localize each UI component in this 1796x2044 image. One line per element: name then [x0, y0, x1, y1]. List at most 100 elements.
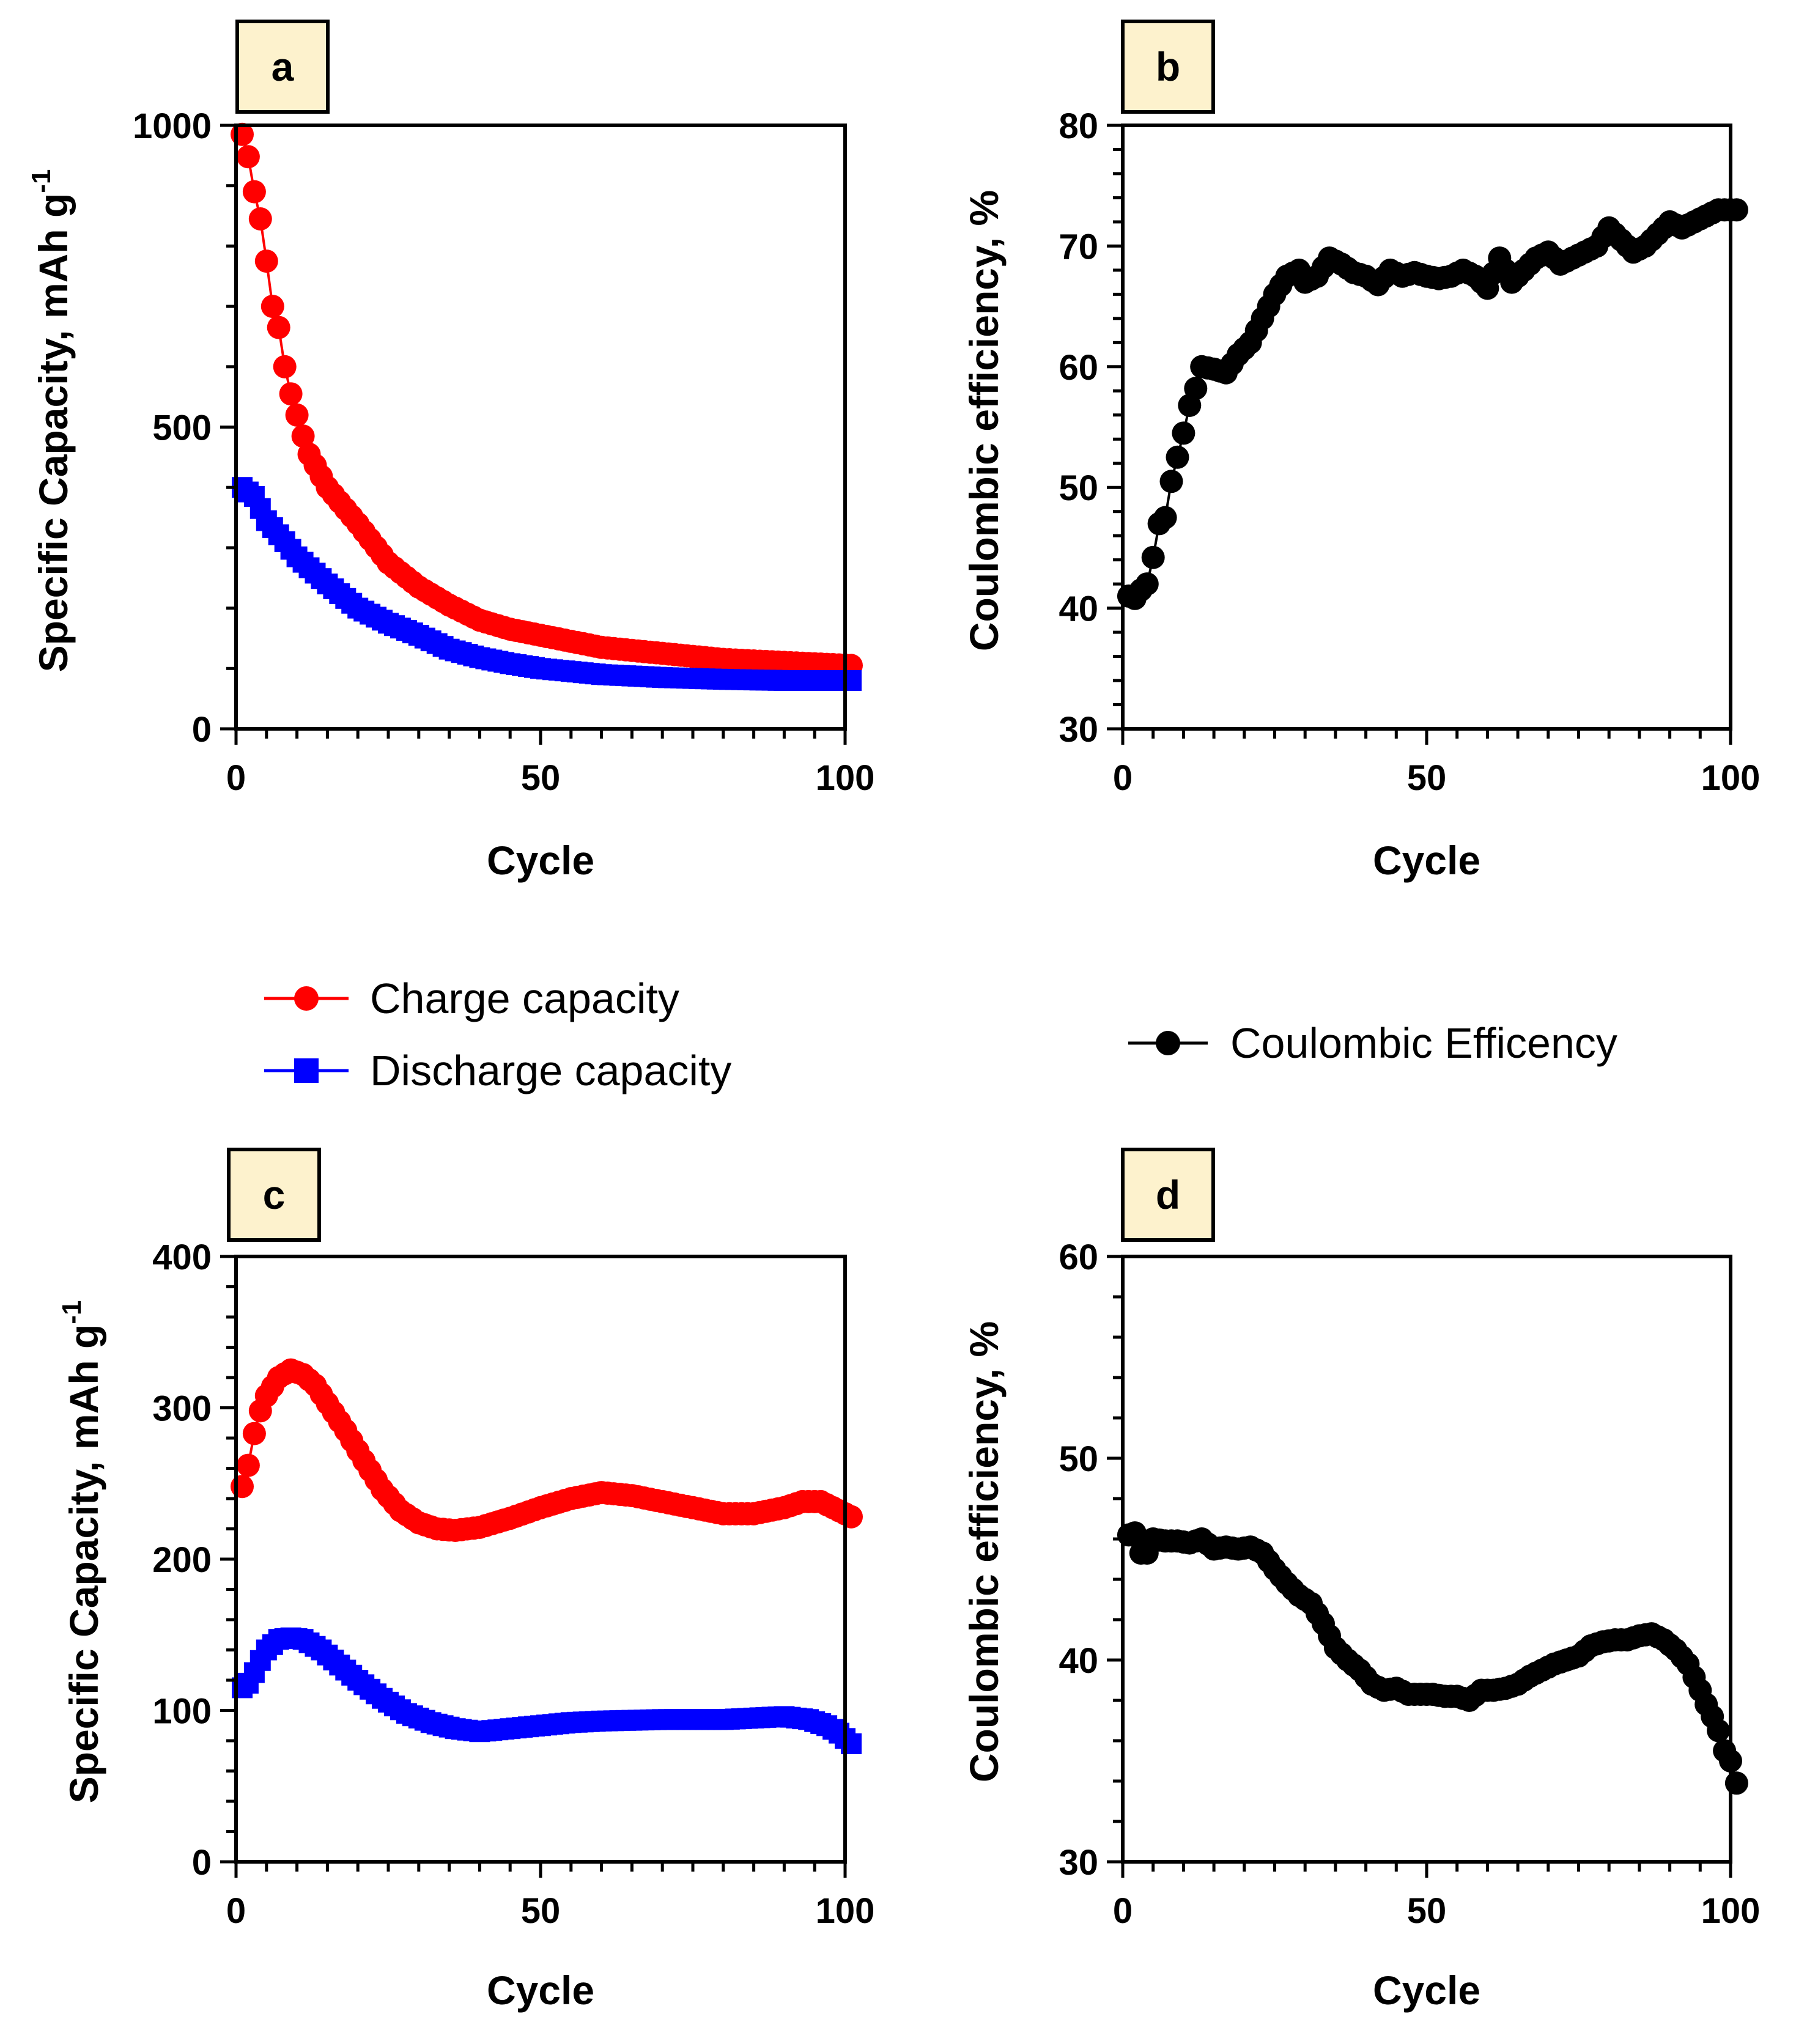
- y-tick-label: 80: [1059, 106, 1098, 146]
- panel-a-ylabel-text: Specific Capacity, mAh g: [31, 193, 76, 673]
- x-tick-label: 50: [521, 758, 561, 798]
- data-point: [285, 403, 309, 427]
- data-point: [1166, 445, 1189, 469]
- y-tick-label: 60: [1059, 348, 1098, 388]
- x-tick-label: 50: [1407, 1891, 1447, 1931]
- x-tick-label: 50: [521, 1891, 561, 1931]
- data-point: [242, 1422, 266, 1445]
- panel-a-label-box: [235, 20, 330, 114]
- data-point: [273, 355, 297, 378]
- x-tick-label: 0: [226, 758, 246, 798]
- y-tick-label: 40: [1059, 589, 1098, 629]
- panel-c-label-box: [227, 1148, 321, 1242]
- legend-capacity: Charge capacity Discharge capacity: [264, 975, 731, 1094]
- x-tick-label: 0: [1113, 1891, 1133, 1931]
- panel-b-marks: [1117, 198, 1748, 610]
- data-point: [1141, 545, 1165, 569]
- data-point: [1724, 1771, 1748, 1795]
- panel-a-marks: [231, 122, 863, 691]
- y-tick-label: 50: [1059, 1439, 1098, 1479]
- data-point: [840, 1505, 863, 1529]
- panel-c-ylabel-sup: -1: [57, 1301, 87, 1324]
- y-tick-label: 500: [152, 408, 212, 448]
- legend-discharge-entry: Discharge capacity: [264, 1047, 731, 1094]
- x-tick-label: 100: [1701, 758, 1761, 798]
- panel-b-label: b: [1156, 44, 1180, 89]
- legend-efficiency-marker: [1156, 1031, 1180, 1055]
- x-tick-label: 100: [816, 758, 875, 798]
- legend-charge-marker: [294, 986, 319, 1011]
- y-tick-label: 0: [192, 710, 212, 750]
- panel-b-ylabel: Coulombic efficiency, %: [961, 190, 1007, 651]
- y-tick-label: 30: [1059, 1843, 1098, 1883]
- x-tick-label: 50: [1407, 758, 1447, 798]
- panel-b-chart: b 0 50 100 30 40 50 60 70 80 Cycle Coulombic eff…: [961, 20, 1760, 883]
- data-point: [1123, 1521, 1147, 1545]
- panel-c-axes: 0 50 100 0 100 200 300 400: [152, 1238, 874, 1931]
- panel-c-ylabel-text: Specific Capacity, mAh g: [61, 1324, 106, 1804]
- x-tick-label: 100: [1701, 1891, 1761, 1931]
- panel-b-xlabel: Cycle: [1373, 838, 1480, 883]
- y-tick-label: 400: [152, 1238, 212, 1277]
- y-tick-label: 60: [1059, 1238, 1098, 1277]
- panel-d-chart: d 0 50 100 30 40 50 60 Cycle Coulombic efficie…: [961, 1148, 1760, 2013]
- data-point: [254, 249, 278, 273]
- legend-efficiency-label: Coulombic Efficency: [1230, 1019, 1617, 1067]
- data-point: [1153, 506, 1177, 529]
- y-tick-label: 70: [1059, 227, 1098, 267]
- y-tick-label: 30: [1059, 710, 1098, 750]
- legend-charge-entry: Charge capacity: [264, 975, 679, 1022]
- data-point: [1135, 572, 1159, 596]
- panel-d-label-box: [1121, 1148, 1215, 1242]
- panel-a-label: a: [272, 44, 295, 89]
- legend-discharge-marker: [294, 1058, 319, 1083]
- data-point: [248, 207, 272, 231]
- x-tick-label: 0: [226, 1891, 246, 1931]
- x-tick-label: 0: [1113, 758, 1133, 798]
- y-tick-label: 0: [192, 1843, 212, 1883]
- y-tick-label: 50: [1059, 468, 1098, 508]
- series-line: [1128, 1531, 1738, 1784]
- y-tick-label: 1000: [133, 106, 212, 146]
- panel-c-chart: c 0 50 100 0 100 200 300 400 Cycle Specific Cap…: [57, 1148, 874, 2013]
- data-point: [1184, 377, 1208, 400]
- data-point: [1159, 470, 1183, 493]
- data-point: [242, 180, 266, 204]
- legend-charge-label: Charge capacity: [370, 975, 679, 1022]
- data-point: [267, 315, 290, 339]
- legend-efficiency: Coulombic Efficency: [1128, 1019, 1617, 1067]
- panel-d-ylabel: Coulombic efficiency, %: [961, 1321, 1007, 1782]
- panel-d-marks: [1117, 1521, 1748, 1795]
- panel-c-xlabel: Cycle: [487, 1968, 594, 2013]
- data-point: [1707, 1719, 1731, 1743]
- data-point: [1172, 421, 1195, 445]
- panel-a-xlabel: Cycle: [487, 838, 594, 883]
- data-point: [1724, 198, 1748, 222]
- plot-frame: [1121, 124, 1732, 731]
- legend-discharge-label: Discharge capacity: [370, 1047, 731, 1094]
- x-tick-label: 100: [816, 1891, 875, 1931]
- y-tick-label: 200: [152, 1540, 212, 1580]
- panel-a-ylabel: Specific Capacity, mAh g-1: [26, 169, 76, 673]
- data-point: [231, 1475, 254, 1499]
- panel-d-label: d: [1156, 1172, 1180, 1217]
- data-point: [236, 1453, 260, 1477]
- y-tick-label: 100: [152, 1692, 212, 1732]
- panel-b-label-box: [1121, 20, 1215, 114]
- panel-d-xlabel: Cycle: [1373, 1968, 1480, 2013]
- data-point: [236, 145, 260, 169]
- panel-c-label: c: [263, 1172, 286, 1217]
- plot-frame: [234, 1255, 847, 1864]
- panel-c-ylabel: Specific Capacity, mAh g-1: [57, 1301, 106, 1804]
- y-tick-label: 40: [1059, 1641, 1098, 1681]
- panel-d-axes: 0 50 100 30 40 50 60: [1059, 1238, 1760, 1931]
- panel-a-ylabel-sup: -1: [26, 169, 56, 193]
- data-point: [261, 295, 284, 319]
- y-tick-label: 300: [152, 1389, 212, 1429]
- data-point: [291, 424, 315, 448]
- data-point: [279, 382, 303, 406]
- panel-b-axes: 0 50 100 30 40 50 60 70 80: [1059, 106, 1760, 798]
